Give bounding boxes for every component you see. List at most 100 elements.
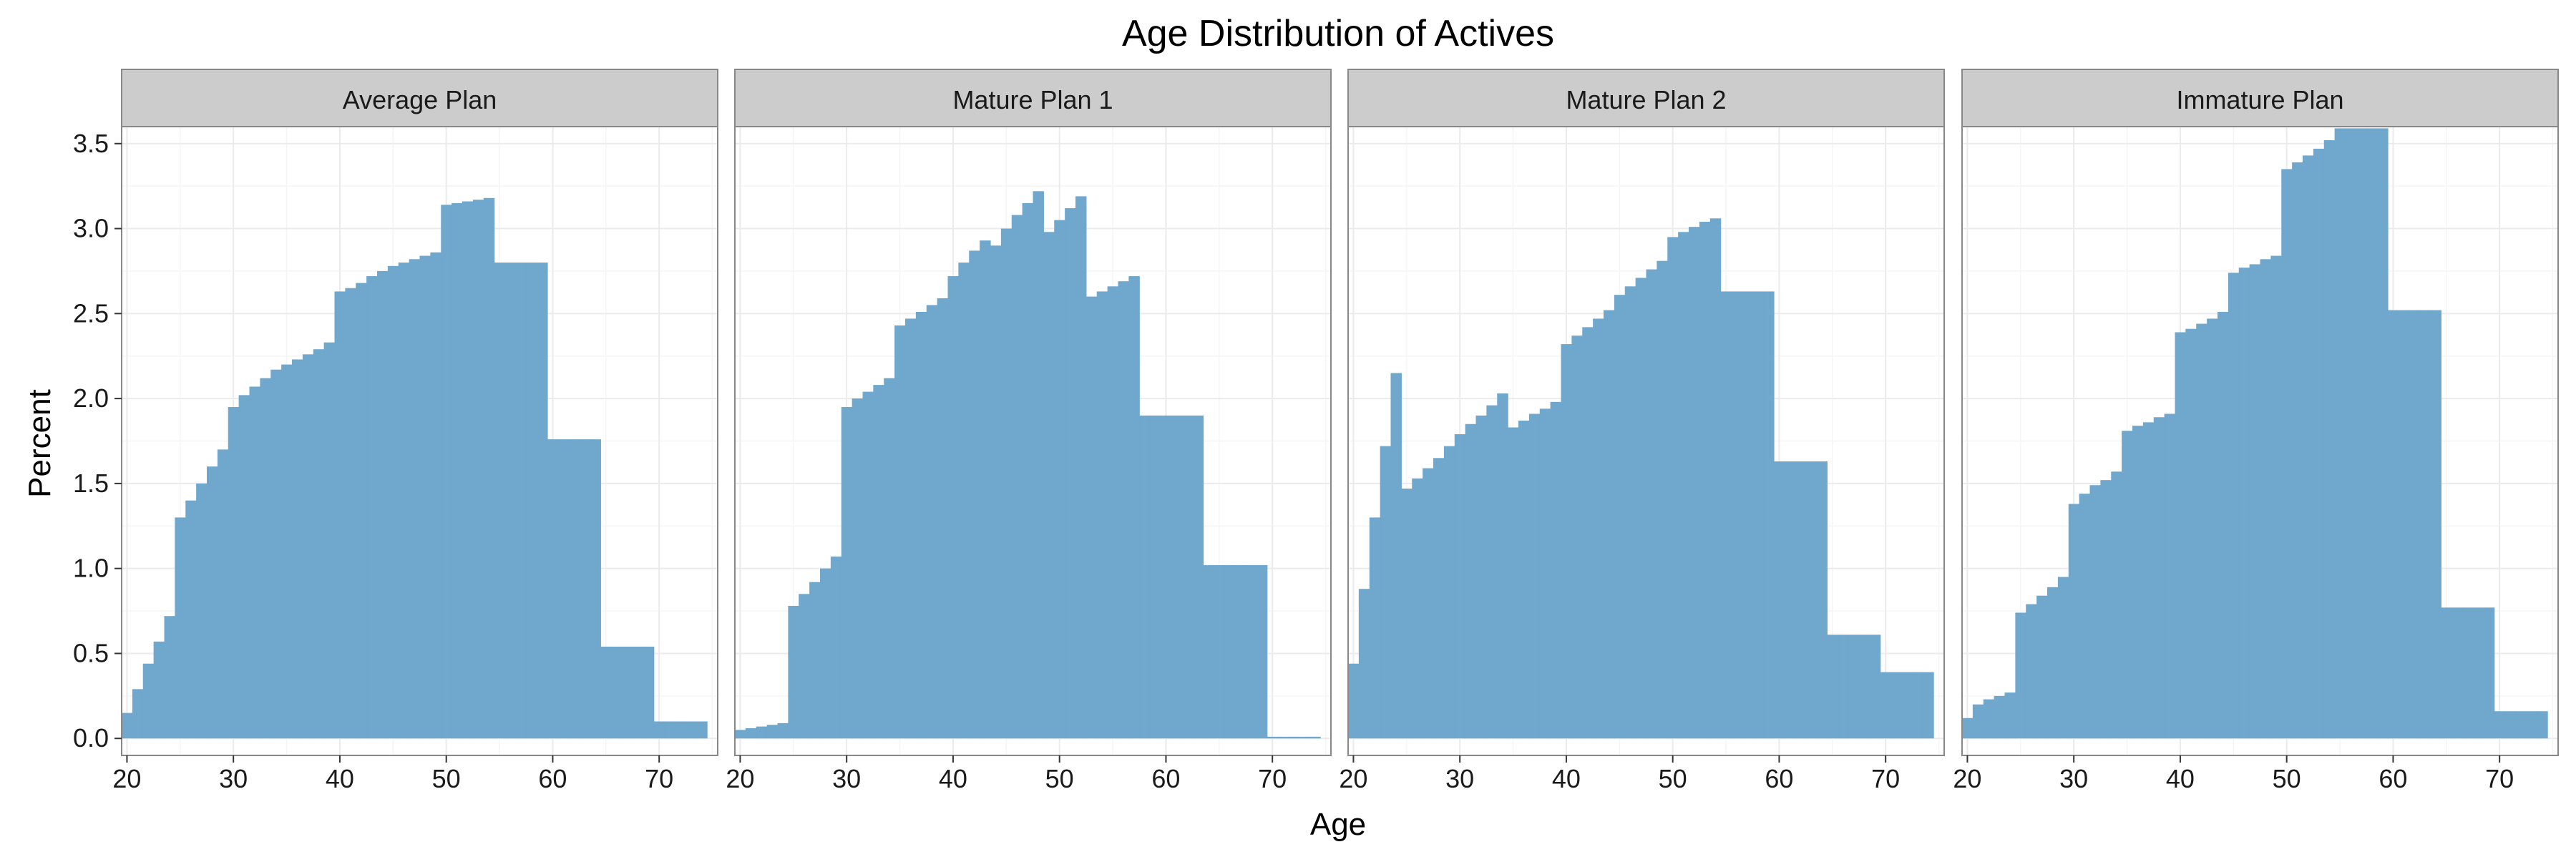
histogram-bar xyxy=(1614,295,1626,739)
histogram-bar xyxy=(841,406,853,739)
histogram-bar xyxy=(1309,736,1321,739)
histogram-bar xyxy=(1486,405,1498,739)
histogram-bar xyxy=(2356,128,2367,739)
histogram-bar xyxy=(1550,401,1562,739)
histogram-bar xyxy=(2036,595,2048,739)
histogram-bar xyxy=(2323,140,2336,739)
panel-border xyxy=(1347,126,1945,756)
histogram-bar xyxy=(1139,415,1151,739)
histogram-bar xyxy=(1657,260,1668,739)
histogram-bar xyxy=(653,721,665,739)
histogram-bar xyxy=(2132,426,2144,739)
histogram-bar xyxy=(1972,704,1984,739)
histogram-bar xyxy=(1235,564,1246,739)
histogram-bar xyxy=(366,276,378,739)
histogram-bar xyxy=(1465,423,1477,739)
histogram-bar xyxy=(2153,417,2165,739)
histogram-bar xyxy=(1901,672,1913,739)
histogram-bar xyxy=(2504,711,2517,739)
histogram-bar xyxy=(937,298,949,739)
histogram-bar xyxy=(185,500,197,739)
histogram-bar xyxy=(980,240,991,739)
chart-title: Age Distribution of Actives xyxy=(1122,13,1554,54)
histogram-bar xyxy=(472,200,484,739)
x-tick-label: 40 xyxy=(326,764,354,793)
y-tick-label: 3.0 xyxy=(73,214,109,243)
histogram-bar xyxy=(2377,128,2389,739)
histogram-bar xyxy=(852,398,864,739)
x-tick-label: 20 xyxy=(112,764,141,793)
histogram-bar xyxy=(504,263,516,739)
histogram-bar xyxy=(462,201,474,739)
histogram-bar xyxy=(2270,255,2282,739)
x-tick-label: 20 xyxy=(1339,764,1367,793)
histogram-bar xyxy=(2164,413,2176,739)
x-tick-label: 30 xyxy=(832,764,861,793)
histogram-bar xyxy=(452,202,463,739)
histogram-bar xyxy=(611,646,623,739)
x-tick-label: 70 xyxy=(645,764,673,793)
histogram-bar xyxy=(756,726,768,739)
histogram-bar xyxy=(132,689,144,739)
histogram-bar xyxy=(579,439,591,739)
histogram-bar xyxy=(1192,415,1204,739)
histogram-bar xyxy=(1624,286,1636,739)
histogram-bar xyxy=(590,439,601,739)
histogram-bar xyxy=(2441,607,2452,739)
histogram-bar xyxy=(2079,494,2091,739)
histogram-bar xyxy=(1214,564,1225,739)
histogram-bar xyxy=(323,342,336,739)
histogram-bar xyxy=(862,391,874,739)
histogram-bar xyxy=(873,385,884,739)
histogram-bar xyxy=(1752,291,1764,739)
histogram-bar xyxy=(1380,446,1392,739)
histogram-bar xyxy=(1150,415,1161,739)
histogram-bar xyxy=(2303,155,2314,739)
histogram-bar xyxy=(153,641,165,739)
histogram-bar xyxy=(2473,607,2484,739)
facet-panel: Average Plan 20 30 40 50 60 70 0.0 0.5 1.0 1.5 2.0 2… xyxy=(73,69,718,793)
panel-border xyxy=(121,126,718,756)
histogram-bar xyxy=(1699,222,1711,739)
x-tick-label: 40 xyxy=(1552,764,1581,793)
histogram-bar xyxy=(664,721,676,739)
facet-strip xyxy=(1347,69,1945,127)
histogram-bar xyxy=(915,311,927,739)
histogram-bar xyxy=(1171,415,1183,739)
x-tick-label: 50 xyxy=(432,764,461,793)
histogram-bar xyxy=(2228,273,2240,739)
histogram-bar xyxy=(547,439,559,739)
facet-panels: Average Plan 20 30 40 50 60 70 0.0 0.5 1.0 1.5 2.0 2… xyxy=(73,69,2559,793)
histogram-bar xyxy=(1709,218,1722,739)
histogram-bar xyxy=(745,728,757,739)
histogram-bar xyxy=(1582,327,1594,739)
histogram-bar xyxy=(1678,232,1689,739)
histogram-bar xyxy=(820,568,831,739)
histogram-bar xyxy=(1561,344,1572,739)
histogram-bar xyxy=(675,721,686,739)
histogram-bar xyxy=(2089,485,2101,739)
histogram-bar xyxy=(1454,434,1466,739)
histogram-bar xyxy=(2515,711,2527,739)
histogram-bar xyxy=(142,663,155,739)
histogram-bar xyxy=(1423,468,1434,739)
histogram-bar xyxy=(2111,471,2122,739)
histogram-bar xyxy=(633,646,644,739)
histogram-bar xyxy=(2526,711,2537,739)
facet-strip xyxy=(1961,69,2559,127)
histogram-bar xyxy=(1994,695,2006,739)
x-tick-label: 60 xyxy=(538,764,567,793)
histogram-bar xyxy=(249,386,260,739)
x-tick-label: 60 xyxy=(1765,764,1793,793)
histogram-bar xyxy=(1267,736,1279,739)
histogram-bar xyxy=(2260,259,2271,739)
histogram-bar xyxy=(1433,458,1445,739)
histogram-bar xyxy=(441,205,452,739)
histogram-bar xyxy=(302,354,314,739)
histogram-bar xyxy=(905,318,917,739)
histogram-bar xyxy=(1256,564,1268,739)
histogram-bar xyxy=(600,646,612,739)
histogram-bar xyxy=(1742,291,1753,739)
histogram-bar xyxy=(2451,607,2463,739)
